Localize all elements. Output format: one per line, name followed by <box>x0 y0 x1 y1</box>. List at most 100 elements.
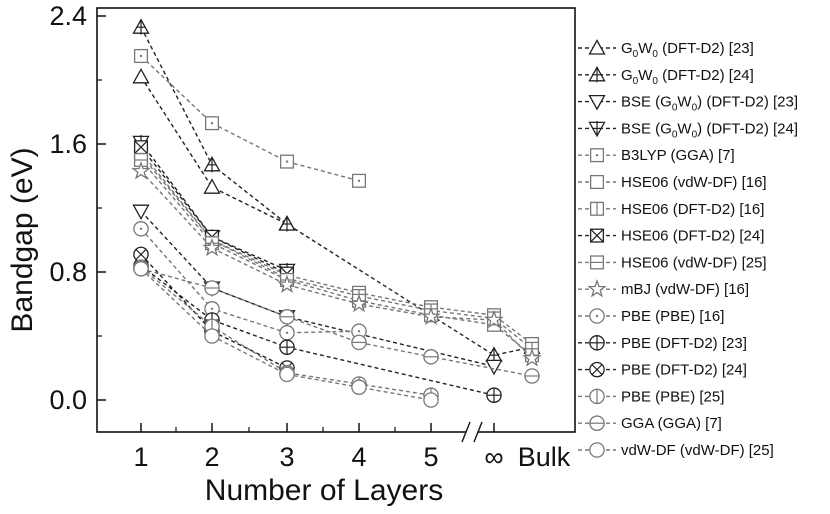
marker-shape <box>351 379 367 395</box>
legend-label: HSE06 (DFT-D2) [24] <box>621 228 764 245</box>
data-point <box>133 246 149 263</box>
y-tick-label: 0.8 <box>49 257 87 287</box>
legend-label-part: ) (DFT-D2) [24] <box>697 120 798 137</box>
y-axis-title: Bandgap (eV) <box>6 147 39 332</box>
data-point <box>131 161 151 180</box>
legend-label: BSE (G0W0) (DFT-D2) [23] <box>621 94 798 114</box>
legend-marker <box>589 361 605 378</box>
legend-label-part: W <box>677 94 692 111</box>
legend-marker <box>588 120 606 138</box>
marker-dot <box>210 307 214 310</box>
series-5 <box>133 48 367 188</box>
marker-shape <box>522 348 542 367</box>
legend-item: HSE06 (DFT-D2) [16] <box>578 201 764 218</box>
series-11 <box>133 221 367 341</box>
data-point <box>279 339 295 355</box>
legend-item: PBE (DFT-D2) [23] <box>578 335 747 352</box>
legend-item: PBE (PBE) [16] <box>578 308 724 325</box>
x-tick-label: 3 <box>279 442 294 472</box>
data-point <box>349 293 369 313</box>
x-tick-label: Bulk <box>518 442 571 472</box>
series-7 <box>133 144 540 356</box>
legend-item: vdW-DF (vdW-DF) [25] <box>578 442 774 459</box>
marker-shape <box>204 328 220 344</box>
legend-label: mBJ (vdW-DF) [16] <box>621 281 749 298</box>
legend-label-part: G <box>621 40 633 57</box>
series-layer <box>131 18 542 408</box>
marker-dot <box>139 54 143 58</box>
series-line <box>140 210 495 368</box>
legend-marker <box>589 228 605 243</box>
legend-marker <box>589 201 605 216</box>
data-point <box>277 274 297 294</box>
data-point <box>204 280 220 296</box>
legend-label-part: W <box>638 67 653 84</box>
legend-label-part: (DFT-D2) [23] <box>658 40 754 57</box>
marker-shape <box>589 442 605 458</box>
marker-shape <box>131 161 151 180</box>
data-point <box>133 48 149 64</box>
legend-label: PBE (DFT-D2) [23] <box>621 335 747 352</box>
series-15 <box>133 261 540 384</box>
legend-label: HSE06 (vdW-DF) [16] <box>621 174 767 191</box>
legend-item: HSE06 (vdW-DF) [16] <box>578 174 767 191</box>
series-12 <box>133 257 502 403</box>
legend-item: HSE06 (DFT-D2) [24] <box>578 228 764 245</box>
legend-label: HSE06 (vdW-DF) [25] <box>621 254 767 271</box>
legend-marker <box>589 335 605 351</box>
series-6 <box>133 148 540 352</box>
series-3 <box>132 204 503 376</box>
legend-item: HSE06 (vdW-DF) [25] <box>578 254 767 271</box>
data-point <box>351 173 367 188</box>
legend-label: G0W0 (DFT-D2) [24] <box>621 67 754 87</box>
marker-shape <box>349 293 369 313</box>
legend-item: GGA (GGA) [7] <box>578 415 722 432</box>
marker-shape <box>588 39 606 55</box>
legend-label: PBE (DFT-D2) [24] <box>621 362 747 379</box>
legend-label-subscript: 0 <box>672 129 678 140</box>
legend-item: B3LYP (GGA) [7] <box>578 147 735 164</box>
data-point <box>524 368 540 384</box>
marker-dot <box>139 227 143 230</box>
legend-item: PBE (PBE) [25] <box>578 388 724 405</box>
data-point <box>203 178 221 194</box>
data-point <box>279 154 295 169</box>
data-point <box>204 116 220 131</box>
legend-label-subscript: 0 <box>692 103 698 114</box>
marker-shape <box>423 392 439 408</box>
data-point <box>522 348 542 367</box>
series-line <box>140 268 533 377</box>
marker-shape <box>588 94 606 111</box>
legend-label-part: ) (DFT-D2) [23] <box>697 94 798 111</box>
marker-shape <box>279 366 295 383</box>
series-line <box>140 76 288 225</box>
data-point <box>351 379 367 395</box>
marker-shape <box>132 67 150 84</box>
data-point <box>279 366 295 383</box>
legend-label-subscript: 0 <box>633 49 639 60</box>
marker-dot <box>285 331 289 334</box>
legend-item: BSE (G0W0) (DFT-D2) [24] <box>578 120 798 140</box>
x-tick-label: 4 <box>351 442 366 472</box>
series-line <box>140 159 533 356</box>
plot-frame <box>96 7 576 433</box>
data-point <box>202 237 222 257</box>
marker-shape <box>485 359 503 376</box>
x-tick-label: ∞ <box>484 442 503 472</box>
data-point <box>421 306 441 326</box>
marker-shape <box>277 274 297 294</box>
legend-label: B3LYP (GGA) [7] <box>621 147 735 164</box>
data-point <box>485 359 503 376</box>
legend-marker <box>587 279 607 298</box>
series-line <box>140 228 360 334</box>
legend-label-subscript: 0 <box>652 49 658 60</box>
marker-dot <box>285 160 289 163</box>
legend-label-part: BSE (G <box>621 94 672 111</box>
marker-line <box>590 228 604 243</box>
legend-label-part: W <box>677 120 692 137</box>
legend-label-subscript: 0 <box>633 76 639 87</box>
series-line <box>140 170 533 359</box>
data-point <box>423 392 439 408</box>
